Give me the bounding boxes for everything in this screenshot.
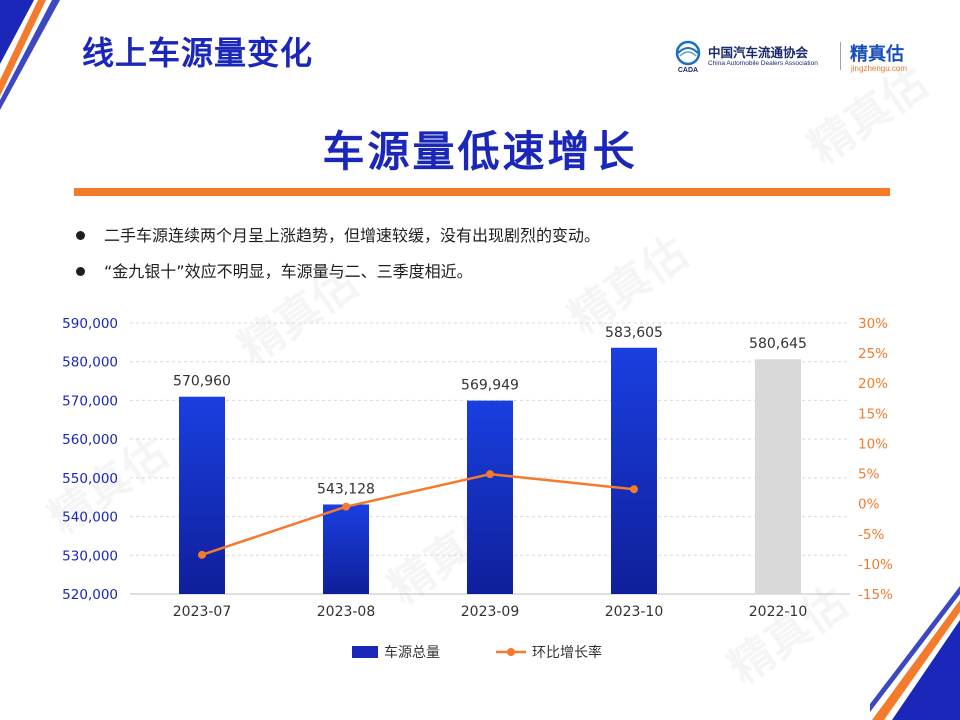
main-title: 车源量低速增长 — [322, 127, 638, 176]
bar-value-label: 570,960 — [173, 374, 231, 390]
corner-decoration-bottom-right — [870, 586, 960, 720]
y-right-tick-label: -10% — [858, 557, 893, 573]
y-left-tick-label: 530,000 — [62, 548, 118, 564]
y-right-tick-label: -5% — [858, 527, 884, 543]
cada-logo-icon: CADA — [675, 40, 701, 74]
bullet-dot-icon — [76, 231, 85, 240]
bar-value-label: 569,949 — [461, 378, 519, 394]
legend-swatch-bar — [352, 646, 378, 658]
y-left-tick-label: 570,000 — [62, 393, 118, 409]
y-right-tick-label: 30% — [858, 316, 888, 332]
bar — [467, 400, 513, 594]
x-tick-label: 2023-10 — [605, 604, 664, 620]
bar — [179, 396, 225, 594]
y-left-tick-label: 560,000 — [62, 432, 118, 448]
bar — [611, 347, 657, 594]
cada-badge-text: CADA — [678, 67, 698, 74]
y-right-tick-label: 0% — [858, 497, 880, 513]
line-series — [201, 472, 635, 557]
x-tick-label: 2023-08 — [317, 604, 376, 620]
y-right-tick-label: 15% — [858, 406, 888, 422]
bullet-dot-icon — [76, 267, 85, 276]
page-heading: 线上车源量变化 — [82, 34, 314, 72]
jingzhengu-url: jingzhengu.com — [851, 64, 908, 73]
title-underline — [74, 188, 890, 196]
y-right-tick-label: 20% — [858, 376, 888, 392]
y-left-tick-label: 590,000 — [62, 316, 118, 332]
x-tick-label: 2023-09 — [461, 604, 520, 620]
bar — [323, 504, 369, 594]
bar-value-label: 543,128 — [317, 481, 375, 497]
line-point — [486, 470, 494, 479]
cada-name-english: China Automobile Dealers Association — [708, 60, 818, 67]
logo-area: CADA 中国汽车流通协会 China Automobile Dealers A… — [670, 38, 930, 78]
cada-name: 中国汽车流通协会 — [708, 45, 809, 60]
bullet-item: 二手车源连续两个月呈上涨趋势，但增速较缓，没有出现剧烈的变动。 — [76, 224, 600, 260]
y-left-tick-label: 540,000 — [62, 510, 118, 526]
x-tick-label: 2023-07 — [173, 604, 232, 620]
legend-label: 环比增长率 — [532, 644, 602, 661]
y-right-tick-label: -15% — [858, 587, 893, 603]
logo-divider — [840, 42, 841, 70]
y-right-tick-label: 10% — [858, 436, 888, 452]
legend-swatch-marker — [507, 648, 515, 656]
bullet-text: “金九银十”效应不明显，车源量与二、三季度相近。 — [104, 262, 473, 281]
line-point — [630, 485, 638, 494]
y-left-tick-label: 520,000 — [62, 587, 118, 603]
x-tick-label: 2022-10 — [749, 604, 808, 620]
bullet-item: “金九银十”效应不明显，车源量与二、三季度相近。 — [76, 260, 600, 296]
y-left-tick-label: 550,000 — [62, 471, 118, 487]
bar-value-label: 583,605 — [605, 325, 663, 341]
corner-decoration-top-left — [0, 0, 60, 110]
legend-label: 车源总量 — [384, 644, 440, 661]
y-right-tick-label: 25% — [858, 346, 888, 362]
bullet-list: 二手车源连续两个月呈上涨趋势，但增速较缓，没有出现剧烈的变动。 “金九银十”效应… — [76, 224, 600, 296]
line-point — [198, 550, 206, 559]
line-point — [342, 502, 350, 511]
bar — [755, 359, 801, 594]
jingzhengu-logo-text: 精真估 — [850, 44, 904, 65]
bar-value-label: 580,645 — [749, 336, 807, 352]
y-right-tick-label: 5% — [858, 467, 880, 483]
combo-chart: 520,000 530,000 540,000 550,000 560,000 570,0… — [62, 316, 893, 661]
y-left-tick-label: 580,000 — [62, 355, 118, 371]
bullet-text: 二手车源连续两个月呈上涨趋势，但增速较缓，没有出现剧烈的变动。 — [104, 226, 601, 245]
